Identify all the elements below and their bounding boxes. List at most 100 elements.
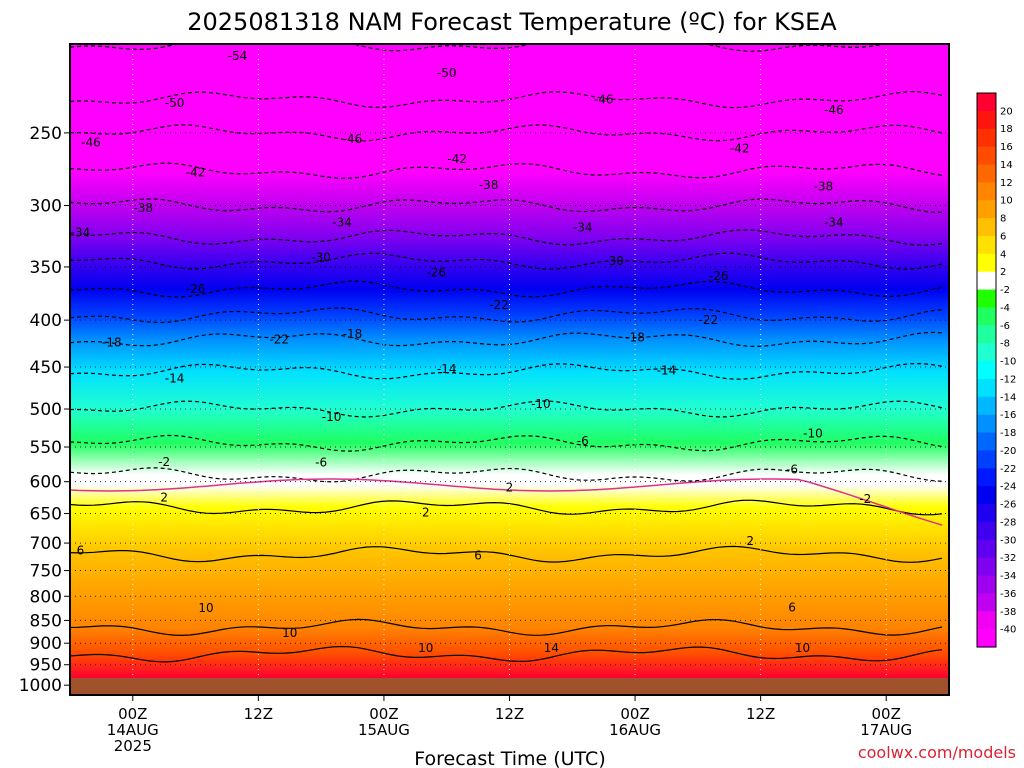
colorbar-label: 10 — [1000, 196, 1013, 207]
colorbar-frame — [976, 92, 997, 648]
grid-lines — [70, 44, 949, 678]
colorbar-label: 4 — [1000, 249, 1006, 260]
y-tick-label: 750 — [30, 562, 62, 582]
colorbar-label: 18 — [1000, 124, 1013, 135]
y-tick-label: 300 — [30, 197, 62, 217]
colorbar-label: -36 — [1000, 589, 1016, 600]
x-tick-label: 16AUG — [609, 721, 661, 739]
contour-label: -2 — [158, 455, 170, 469]
contour-label: -42 — [186, 165, 206, 179]
colorbar-label: -28 — [1000, 517, 1016, 528]
colorbar-swatch — [977, 110, 996, 130]
y-tick-label: 850 — [30, 611, 62, 631]
y-tick-label: 550 — [30, 438, 62, 458]
y-tick-label: 950 — [30, 656, 62, 676]
contour-label: -26 — [186, 282, 206, 296]
colorbar-label: 8 — [1000, 214, 1006, 225]
colorbar-label: -18 — [1000, 428, 1016, 439]
contour-label: -50 — [165, 96, 185, 110]
contour-label: -6 — [577, 434, 589, 448]
contour-label: 2 — [422, 505, 430, 519]
contour-label: -46 — [824, 103, 844, 117]
contour-label: -46 — [81, 135, 101, 149]
contour-label: -34 — [573, 220, 593, 234]
x-tick-label: 00Z — [620, 705, 649, 723]
colorbar-swatch — [977, 325, 996, 344]
colorbar-swatch — [977, 432, 996, 452]
contour-labels: -54 -50 -50 -46 -46 -46 -46 -42 -42 -42 -38 -38 -38 -… — [71, 49, 872, 655]
contour-label: -18 — [102, 335, 122, 349]
contour-label: -2 — [859, 492, 871, 506]
colorbar-label: -6 — [1000, 321, 1010, 332]
colorbar-label: -38 — [1000, 607, 1016, 618]
contour-label: 2 — [160, 490, 168, 504]
colorbar-swatch — [977, 539, 996, 559]
contour-label: -6 — [786, 463, 798, 477]
contour-label: -14 — [657, 364, 677, 378]
colorbar-label: -14 — [1000, 392, 1016, 403]
contour-label: -34 — [332, 215, 352, 229]
contour-label: -46 — [594, 93, 614, 107]
contour-label: 2 — [506, 481, 514, 495]
plot-area: -54 -50 -50 -46 -46 -46 -46 -42 -42 -42 -38 -38 -38 -… — [70, 44, 949, 678]
colorbar-label: -2 — [1000, 285, 1010, 296]
colorbar-label: -24 — [1000, 482, 1016, 493]
colorbar-swatch — [977, 557, 996, 577]
colorbar-swatch — [977, 575, 996, 594]
contour-label: -6 — [315, 456, 327, 470]
chart-title: 2025081318 NAM Forecast Temperature (ºC)… — [187, 8, 837, 36]
y-tick-label: 250 — [30, 124, 62, 144]
contour-label: -38 — [479, 178, 499, 192]
contour-label: -10 — [322, 410, 342, 424]
y-tick-label: 700 — [30, 534, 62, 554]
contour-label: -42 — [730, 142, 750, 156]
y-tick-label: 600 — [30, 473, 62, 493]
colorbar-label: 6 — [1000, 232, 1006, 243]
contour-label: 2 — [746, 534, 754, 548]
colorbar-swatch — [977, 486, 996, 505]
contour-label: 6 — [788, 601, 796, 615]
contour-label: -30 — [604, 254, 624, 268]
contour-label: 10 — [795, 641, 810, 655]
y-axis: 250 300 350 400 450 500 550 600 650 700 750 800 850 9… — [19, 124, 70, 696]
credit-text: coolwx.com/models — [858, 743, 1016, 762]
contour-label: -18 — [343, 327, 363, 341]
colorbar-swatch — [977, 271, 996, 291]
isotherm-line — [70, 618, 943, 637]
contour-label: -46 — [343, 132, 363, 146]
colorbar-swatch — [977, 468, 996, 487]
x-tick-label: 14AUG — [107, 721, 159, 739]
contour-label: -14 — [437, 362, 457, 376]
freezing-line — [70, 478, 943, 526]
contour-label: 6 — [474, 548, 482, 562]
colorbar-label: 12 — [1000, 178, 1013, 189]
x-tick-label: 2025 — [114, 737, 152, 755]
colorbar-swatch — [977, 521, 996, 541]
x-tick-label: 12Z — [495, 705, 524, 723]
y-tick-label: 350 — [30, 258, 62, 278]
colorbar-swatch — [977, 307, 996, 326]
colorbar-label: -8 — [1000, 339, 1010, 350]
colorbar-label: 20 — [1000, 106, 1013, 117]
colorbar-label: -32 — [1000, 553, 1016, 564]
colorbar-label: -30 — [1000, 535, 1016, 546]
colorbar-swatch — [977, 218, 996, 237]
y-tick-label: 400 — [30, 311, 62, 331]
colorbar-swatch — [977, 235, 996, 255]
colorbar-label: -12 — [1000, 374, 1016, 385]
colorbar-swatch — [977, 343, 996, 362]
contour-label: 14 — [544, 641, 559, 655]
x-tick-label: 00Z — [118, 705, 147, 723]
contour-label: 10 — [282, 626, 297, 640]
colorbar-swatch — [977, 504, 996, 523]
colorbar-legend: 20 18 16 14 12 10 8 6 4 2 -2 -4 -6 -8 -10 -12 -14 -16 -18 -… — [976, 92, 1016, 648]
colorbar-label: -16 — [1000, 410, 1016, 421]
x-tick-label: 12Z — [244, 705, 273, 723]
colorbar-label: -20 — [1000, 446, 1016, 457]
colorbar-swatch — [977, 200, 996, 219]
colorbar-swatch — [977, 361, 996, 380]
isotherm-line — [70, 545, 943, 563]
colorbar-label: -40 — [1000, 625, 1016, 636]
colorbar-swatch — [977, 450, 996, 469]
